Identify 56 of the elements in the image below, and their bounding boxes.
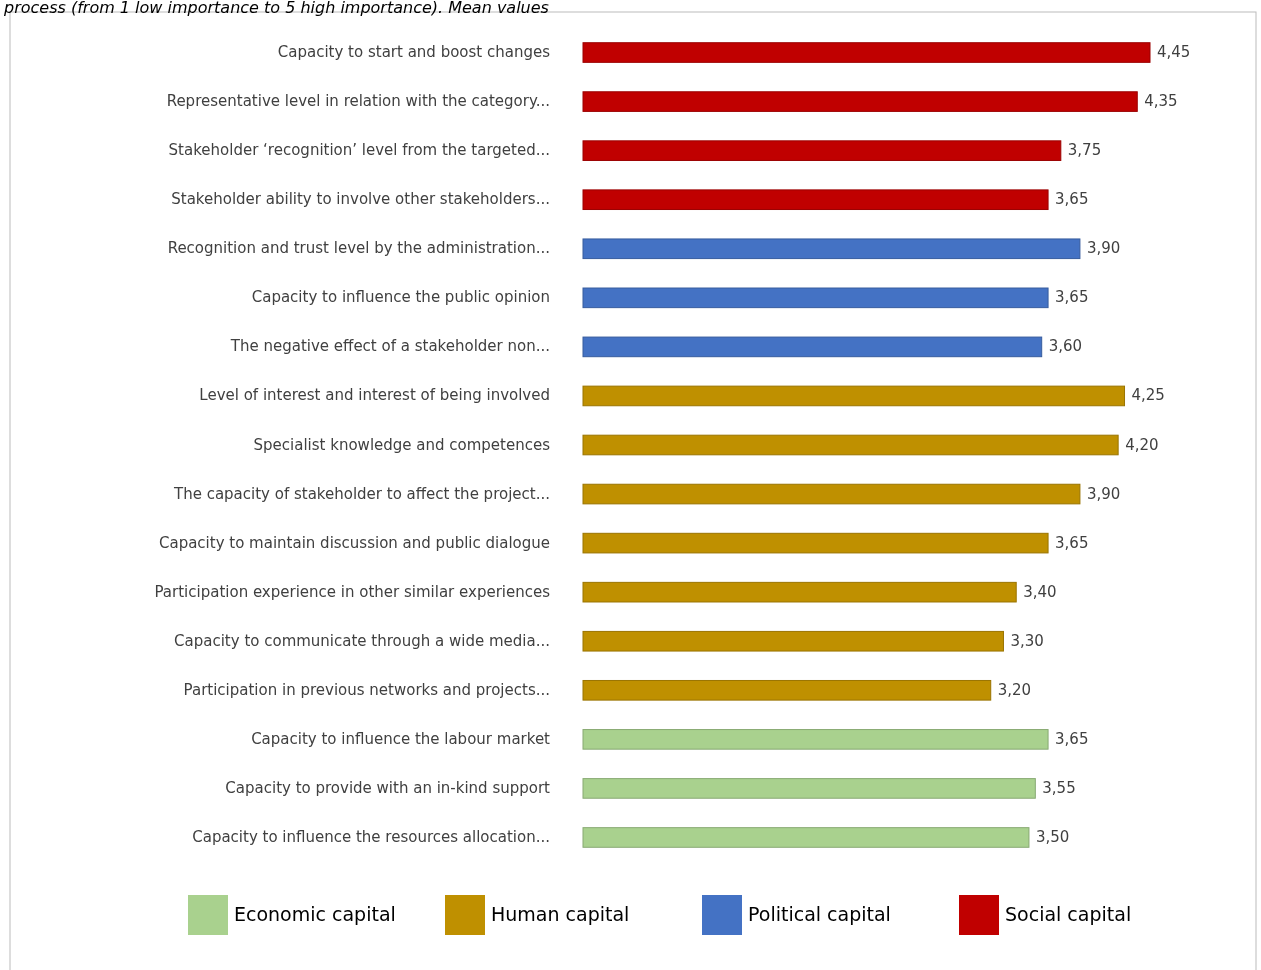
y-tick-label: Representative level in relation with the category...	[166, 92, 550, 111]
bar	[582, 189, 1049, 211]
bar	[582, 140, 1062, 161]
data-label: 3,50	[1035, 827, 1070, 846]
data-label: 3,90	[1086, 484, 1121, 503]
bar	[582, 385, 1126, 407]
y-tick-label: Participation in previous networks and projects...	[183, 680, 550, 699]
y-tick-label: Capacity to influence the public opinion	[251, 288, 550, 307]
bar	[582, 532, 1049, 554]
bar	[582, 42, 1151, 63]
data-label: 3,40	[1023, 582, 1057, 601]
data-label: 4,45	[1157, 43, 1191, 62]
data-label: 3,20	[997, 680, 1032, 699]
y-tick-label: Stakeholder ‘recognition’ level from the targeted...	[168, 141, 550, 160]
legend-label: Social capital	[1005, 902, 1132, 925]
bar	[582, 238, 1081, 260]
y-tick-label: The negative effect of a stakeholder non...	[229, 337, 550, 356]
y-tick-label: Recognition and trust level by the administration...	[167, 239, 550, 258]
data-label: 3,65	[1055, 729, 1089, 748]
data-label: 3,55	[1042, 778, 1076, 797]
y-tick-label: Capacity to maintain discussion and public dialogue	[158, 533, 550, 552]
data-label: 4,20	[1125, 435, 1159, 454]
y-tick-label: Capacity to provide with an in-kind support	[225, 778, 551, 797]
y-tick-label: The capacity of stakeholder to affect the project...	[172, 484, 550, 503]
y-tick-label: Participation experience in other similar experiences	[154, 582, 551, 601]
data-label: 3,65	[1055, 288, 1089, 307]
data-label: 3,90	[1086, 239, 1121, 258]
bar	[582, 630, 1004, 652]
bar	[582, 827, 1030, 848]
data-label: 3,60	[1048, 337, 1083, 356]
bar	[582, 679, 992, 701]
bar	[582, 483, 1081, 505]
data-label: 3,65	[1055, 533, 1089, 552]
bar	[582, 729, 1049, 750]
bar	[582, 778, 1036, 799]
y-tick-label: Capacity to influence the labour market	[251, 729, 551, 748]
data-label: 3,65	[1055, 190, 1089, 209]
legend-label: Human capital	[491, 902, 630, 925]
bar	[582, 434, 1119, 456]
y-tick-label: Stakeholder ability to involve other stakeholders...	[171, 190, 550, 209]
data-label: 4,25	[1131, 386, 1165, 405]
y-tick-label: Capacity to start and boost changes	[277, 43, 551, 62]
legend-label: Economic capital	[234, 902, 396, 925]
bar	[582, 581, 1017, 603]
legend-label: Political capital	[748, 902, 891, 925]
data-label: 3,30	[1010, 631, 1044, 650]
y-tick-label: Capacity to communicate through a wide media...	[174, 631, 550, 650]
bar	[582, 91, 1138, 112]
data-label: 4,35	[1144, 92, 1178, 111]
text: process (from 1 low importance to 5 high importance). Mean values	[3, 0, 549, 17]
y-tick-label: Level of interest and interest of being involved	[199, 386, 550, 405]
y-tick-label: Capacity to influence the resources allocation...	[192, 827, 550, 846]
data-label: 3,75	[1067, 141, 1102, 160]
bar	[582, 287, 1049, 309]
y-tick-label: Specialist knowledge and competences	[253, 435, 551, 454]
bar	[582, 336, 1043, 358]
